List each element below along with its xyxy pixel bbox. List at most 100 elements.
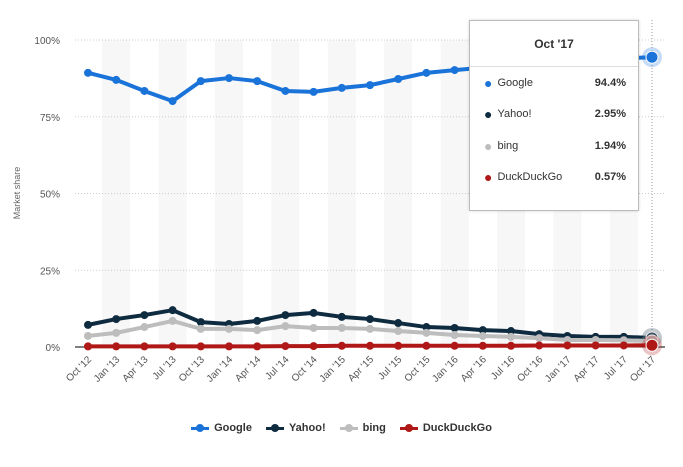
data-point xyxy=(168,306,177,315)
x-tick-label: Apr '15 xyxy=(346,354,376,384)
data-point xyxy=(84,331,92,340)
data-point xyxy=(563,335,572,344)
data-point xyxy=(309,323,318,332)
data-point xyxy=(645,338,659,352)
x-tick-label: Oct '17 xyxy=(628,354,658,384)
bullet-icon: ● xyxy=(484,74,493,91)
legend-item-yahoo[interactable]: Yahoo! xyxy=(265,422,326,434)
x-tick-label: Jul '17 xyxy=(602,354,630,382)
data-point xyxy=(450,341,459,350)
x-tick-label: Jul '16 xyxy=(489,354,517,382)
tooltip-name: DuckDuckGo xyxy=(497,171,563,184)
data-point xyxy=(225,74,233,83)
legend-item-bing[interactable]: bing xyxy=(339,422,386,434)
x-tick-label: Jul '14 xyxy=(264,354,292,382)
data-point xyxy=(591,341,600,350)
data-point xyxy=(478,326,487,335)
x-tick-label: Oct '13 xyxy=(177,354,207,384)
data-point xyxy=(535,334,544,343)
data-point xyxy=(394,319,403,328)
data-point xyxy=(225,324,233,333)
data-point xyxy=(366,341,374,350)
x-tick-label: Oct '16 xyxy=(515,354,545,384)
x-tick-label: Apr '17 xyxy=(572,354,602,384)
data-point xyxy=(112,342,121,351)
tooltip-row-bing: ● bing 1.94% xyxy=(470,130,638,162)
data-point xyxy=(84,68,92,77)
data-point xyxy=(366,324,374,333)
data-point xyxy=(422,323,431,332)
data-point xyxy=(281,322,290,331)
data-point xyxy=(253,77,262,86)
legend-swatch xyxy=(399,423,418,432)
legend-item-duckduckgo[interactable]: DuckDuckGo xyxy=(399,422,492,434)
data-point xyxy=(112,328,121,337)
x-tick-label: Jan '15 xyxy=(318,354,349,385)
data-point xyxy=(563,341,572,350)
x-tick-label: Jan '17 xyxy=(543,354,574,385)
tooltip-name: Google xyxy=(497,76,533,89)
data-point xyxy=(394,327,403,336)
data-point xyxy=(422,68,431,77)
data-point xyxy=(253,326,262,335)
tooltip-value: 0.57% xyxy=(594,171,626,184)
band xyxy=(158,40,187,347)
x-tick-label: Jan '14 xyxy=(205,354,236,385)
data-point xyxy=(168,97,177,106)
x-tick-label: Apr '16 xyxy=(459,354,489,384)
y-axis-label: Market share xyxy=(12,167,22,220)
tooltip-name: Yahoo! xyxy=(497,108,532,121)
tooltip-row-yahoo: ● Yahoo! 2.95% xyxy=(470,99,638,131)
data-point xyxy=(478,341,487,350)
data-point xyxy=(196,318,205,327)
data-point xyxy=(140,323,149,332)
data-point xyxy=(253,342,262,351)
tooltip-name: bing xyxy=(497,139,519,152)
legend: Google Yahoo! bing DuckDuckGo xyxy=(0,422,683,434)
y-tick-label: 75% xyxy=(40,113,60,124)
data-point xyxy=(394,341,403,350)
tooltip-row-duckduckgo: ● DuckDuckGo 0.57% xyxy=(470,162,638,194)
data-point xyxy=(507,327,515,336)
x-tick-label: Oct '15 xyxy=(403,354,433,384)
x-tick-label: Jul '13 xyxy=(151,354,179,382)
data-point xyxy=(253,316,262,325)
x-tick-label: Jan '16 xyxy=(430,354,461,385)
legend-label: bing xyxy=(362,422,386,434)
x-tick-label: Jul '15 xyxy=(376,354,404,382)
x-tick-label: Oct '14 xyxy=(290,354,320,384)
data-point xyxy=(309,342,318,351)
data-point xyxy=(225,342,233,351)
x-tick-label: Apr '13 xyxy=(121,354,151,384)
data-point xyxy=(196,77,205,86)
legend-item-google[interactable]: Google xyxy=(191,422,252,434)
legend-label: DuckDuckGo xyxy=(422,422,492,434)
band xyxy=(384,40,413,347)
data-point xyxy=(337,312,346,321)
data-point xyxy=(422,328,431,337)
data-point xyxy=(309,87,318,96)
data-point xyxy=(112,75,121,84)
data-point xyxy=(309,308,318,317)
data-point xyxy=(366,315,374,324)
data-point xyxy=(140,311,149,320)
data-point xyxy=(366,81,374,90)
data-point xyxy=(450,323,459,332)
y-tick-label: 25% xyxy=(40,266,60,277)
legend-swatch xyxy=(191,423,210,432)
data-point xyxy=(281,86,290,95)
x-tick-label: Apr '14 xyxy=(233,354,263,384)
band xyxy=(102,40,131,347)
data-point xyxy=(507,332,515,341)
bullet-icon: ● xyxy=(484,169,493,186)
data-point xyxy=(337,341,346,350)
data-point xyxy=(507,341,515,350)
data-point xyxy=(450,331,459,340)
legend-swatch xyxy=(265,423,284,432)
bullet-icon: ● xyxy=(484,137,493,154)
data-point xyxy=(281,342,290,351)
data-point xyxy=(535,341,544,350)
data-point xyxy=(337,83,346,92)
legend-label: Google xyxy=(214,422,252,434)
